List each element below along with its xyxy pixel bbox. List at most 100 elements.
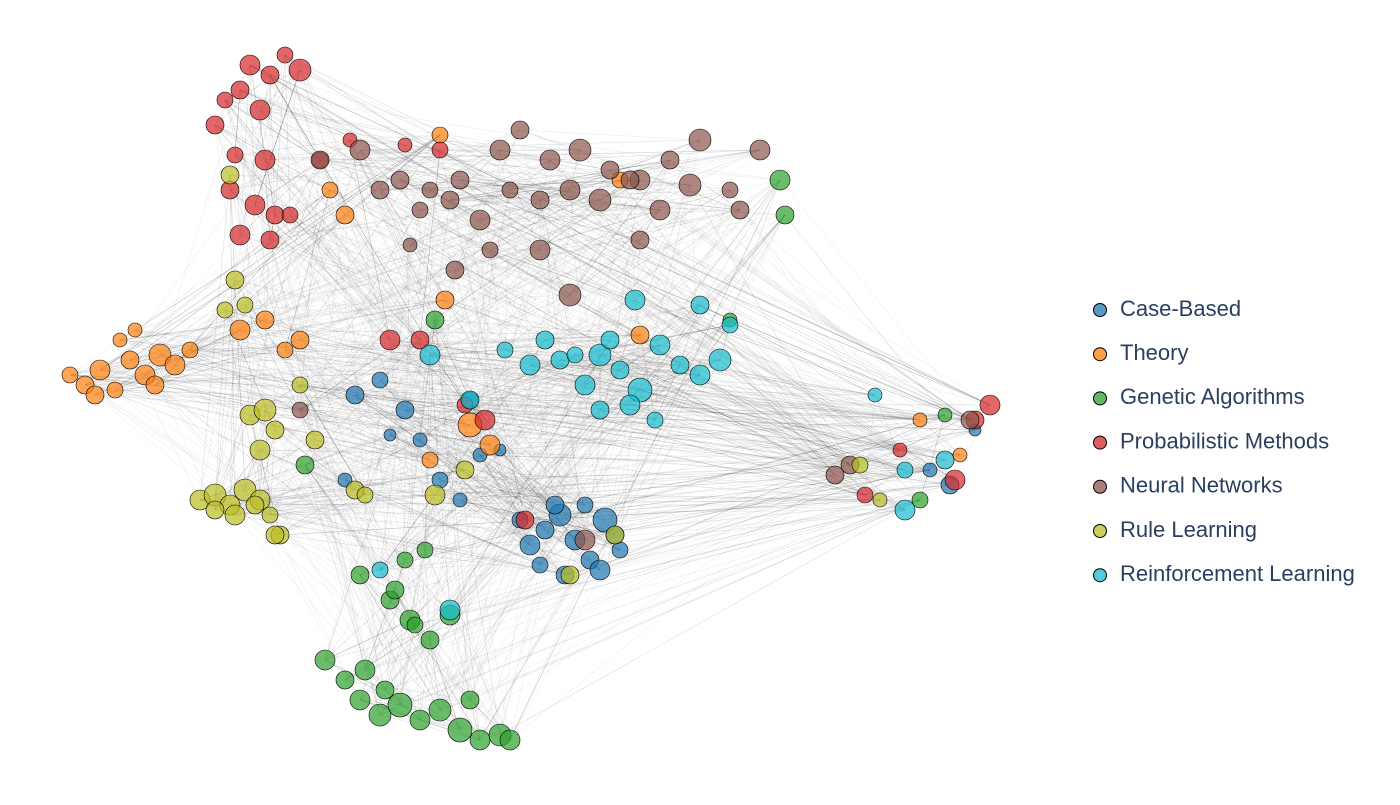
edge: [639, 389, 906, 471]
edge: [254, 339, 546, 506]
edge: [404, 409, 976, 431]
edge: [289, 214, 466, 406]
edge: [214, 159, 321, 511]
edge: [69, 209, 741, 376]
edge: [414, 624, 441, 711]
edge: [379, 189, 571, 381]
node: [529, 239, 551, 261]
edge: [599, 354, 906, 511]
edge: [504, 294, 571, 351]
node: [281, 206, 299, 224]
edge: [524, 499, 921, 521]
edge: [524, 189, 731, 521]
edge: [229, 189, 421, 341]
edge: [284, 54, 401, 706]
edge: [189, 349, 491, 446]
edge: [264, 159, 956, 481]
edge: [289, 214, 421, 341]
node: [896, 461, 914, 479]
edge: [479, 214, 786, 741]
edge: [159, 149, 501, 356]
edge: [214, 124, 266, 321]
edge: [84, 384, 246, 491]
edge: [404, 149, 501, 411]
edge: [214, 464, 851, 511]
node: [409, 709, 431, 731]
node: [225, 270, 245, 290]
edge: [254, 369, 621, 506]
edge: [679, 364, 906, 511]
edge: [449, 614, 481, 741]
node: [611, 541, 629, 559]
edge: [479, 159, 671, 741]
node: [288, 58, 312, 82]
edge: [224, 309, 261, 501]
edge: [364, 299, 446, 496]
edge: [279, 499, 881, 536]
edge: [574, 429, 976, 541]
edge: [414, 179, 631, 626]
edge: [99, 369, 961, 456]
edge: [119, 134, 441, 341]
node: [937, 407, 953, 423]
edge: [359, 319, 731, 576]
edge: [569, 239, 641, 296]
edge: [404, 414, 946, 561]
edge: [264, 169, 611, 411]
edge: [259, 109, 781, 181]
edge: [234, 154, 276, 216]
edge: [94, 384, 156, 396]
edge: [264, 239, 641, 411]
edge: [434, 474, 836, 496]
edge: [354, 394, 601, 571]
edge: [299, 339, 406, 411]
edge: [264, 199, 541, 411]
edge: [329, 189, 401, 706]
edge: [489, 249, 851, 466]
edge: [259, 384, 301, 451]
edge: [154, 384, 451, 611]
edge: [229, 504, 406, 561]
edge: [379, 379, 601, 571]
edge: [379, 189, 861, 466]
edge: [459, 179, 881, 501]
node: [205, 115, 225, 135]
edge: [299, 189, 431, 411]
edge: [379, 484, 951, 716]
node: [440, 190, 460, 210]
edge: [359, 574, 401, 706]
edge: [234, 89, 241, 156]
edge: [224, 99, 586, 541]
edge: [324, 599, 391, 661]
edge: [254, 504, 526, 521]
edge: [234, 514, 571, 576]
edge: [379, 189, 586, 386]
edge: [299, 189, 431, 341]
edge: [414, 499, 921, 626]
node: [406, 616, 424, 634]
node: [425, 310, 445, 330]
edge: [119, 339, 921, 421]
edge: [304, 179, 781, 466]
edge: [269, 439, 316, 516]
edge: [344, 479, 616, 536]
edge: [259, 109, 541, 566]
edge: [404, 144, 956, 481]
edge: [654, 364, 681, 421]
edge: [399, 179, 641, 241]
edge: [269, 74, 351, 141]
edge: [284, 54, 951, 486]
edge: [569, 419, 921, 576]
edge: [429, 214, 786, 641]
edge: [299, 384, 366, 496]
edge: [264, 169, 611, 321]
edge: [619, 334, 641, 551]
edge: [499, 449, 586, 541]
edge: [379, 179, 461, 191]
edge: [299, 339, 921, 421]
edge: [264, 319, 921, 421]
edge: [469, 359, 561, 701]
edge: [379, 364, 531, 571]
edge: [604, 469, 931, 521]
edge: [214, 279, 236, 511]
